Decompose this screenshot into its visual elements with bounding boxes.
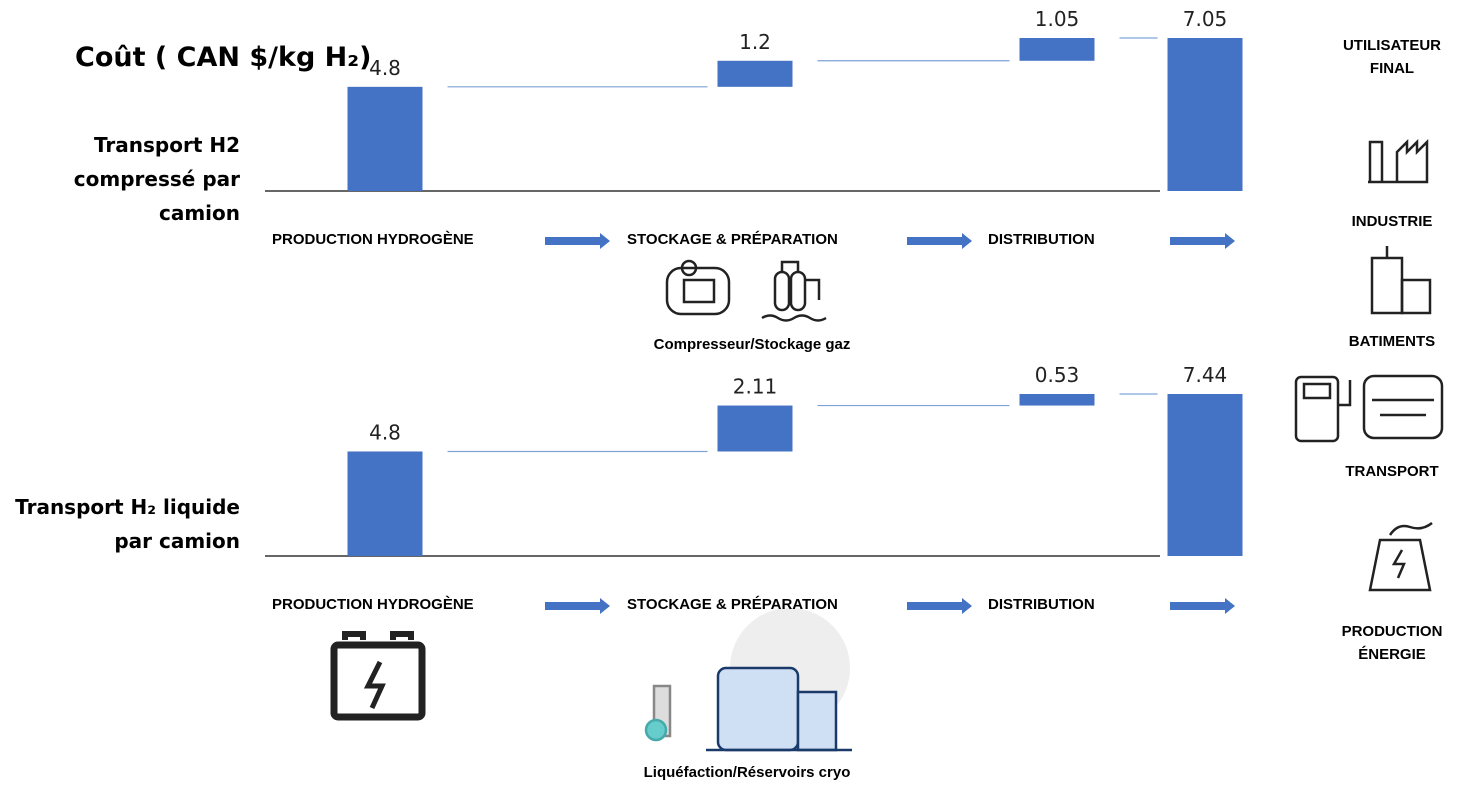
end-user: INDUSTRIE bbox=[1351, 213, 1433, 230]
arrow bbox=[1170, 233, 1235, 249]
value-label: 7.44 bbox=[1183, 363, 1228, 387]
end-user: TRANSPORT bbox=[1345, 463, 1439, 480]
arrow bbox=[907, 233, 972, 249]
bar bbox=[717, 405, 793, 452]
stage-label: STOCKAGE & PRÉPARATION bbox=[627, 231, 838, 248]
stage-label: STOCKAGE & PRÉPARATION bbox=[627, 596, 838, 613]
value-label: 7.05 bbox=[1183, 7, 1228, 31]
value-label: 2.11 bbox=[733, 375, 778, 399]
end-user-header: UTILISATEUR FINAL bbox=[1342, 37, 1442, 77]
bar bbox=[717, 60, 793, 87]
bar bbox=[1167, 394, 1243, 556]
arrow bbox=[545, 233, 610, 249]
arrow bbox=[1170, 598, 1235, 614]
note: Liquéfaction/Réservoirs cryo bbox=[643, 764, 851, 781]
chart-title: Transport H₂ liquide par camion bbox=[15, 495, 240, 553]
bar bbox=[347, 86, 423, 191]
value-label: 0.53 bbox=[1035, 363, 1080, 387]
stage-label: PRODUCTION HYDROGÈNE bbox=[272, 596, 474, 613]
value-label: 4.8 bbox=[369, 56, 401, 80]
bar bbox=[1019, 394, 1095, 406]
chart-title: Transport H2 compressé par camion bbox=[73, 133, 240, 225]
end-user: PRODUCTION ÉNERGIE bbox=[1341, 623, 1443, 663]
value-label: 1.2 bbox=[739, 30, 771, 54]
arrow bbox=[907, 598, 972, 614]
stage-label: DISTRIBUTION bbox=[988, 231, 1095, 248]
arrow bbox=[545, 598, 610, 614]
bar bbox=[1167, 38, 1243, 191]
note: Compresseur/Stockage gaz bbox=[653, 336, 851, 353]
value-label: 1.05 bbox=[1035, 7, 1080, 31]
stage-label: DISTRIBUTION bbox=[988, 596, 1095, 613]
icons bbox=[330, 138, 1444, 752]
bar bbox=[347, 451, 423, 556]
value-label: 4.8 bbox=[369, 420, 401, 444]
bar bbox=[1019, 38, 1095, 61]
end-user: BATIMENTS bbox=[1348, 333, 1436, 350]
stage-label: PRODUCTION HYDROGÈNE bbox=[272, 231, 474, 248]
main-title: Coût ( CAN $/kg H₂) bbox=[75, 42, 372, 73]
